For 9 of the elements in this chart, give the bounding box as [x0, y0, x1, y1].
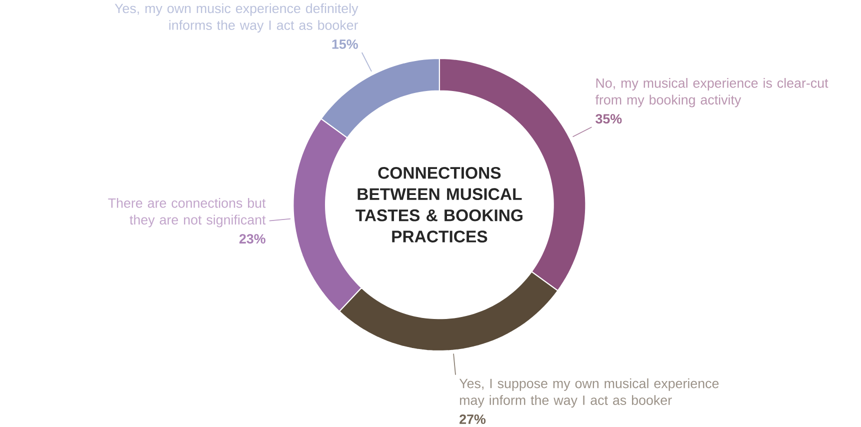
- data-label: 27%: [460, 414, 486, 424]
- slice-label: There are connections but they are not significant: [108, 198, 266, 228]
- slice-label: No, my musical experience is clear-cut from my booking activity: [595, 78, 828, 108]
- slice-label: Yes, my own music experience definitely informs the way I act as booker: [114, 3, 358, 32]
- slice-label: Yes, I suppose my own musical experience may inform the way I act as booker: [459, 378, 719, 408]
- data-label: 35%: [596, 114, 622, 124]
- text: CONNECTIONS BETWEEN MUSICAL TASTES & BOOKING PRACTICES: [356, 166, 522, 242]
- data-label: 23%: [239, 234, 266, 244]
- data-label: 15%: [332, 39, 358, 49]
